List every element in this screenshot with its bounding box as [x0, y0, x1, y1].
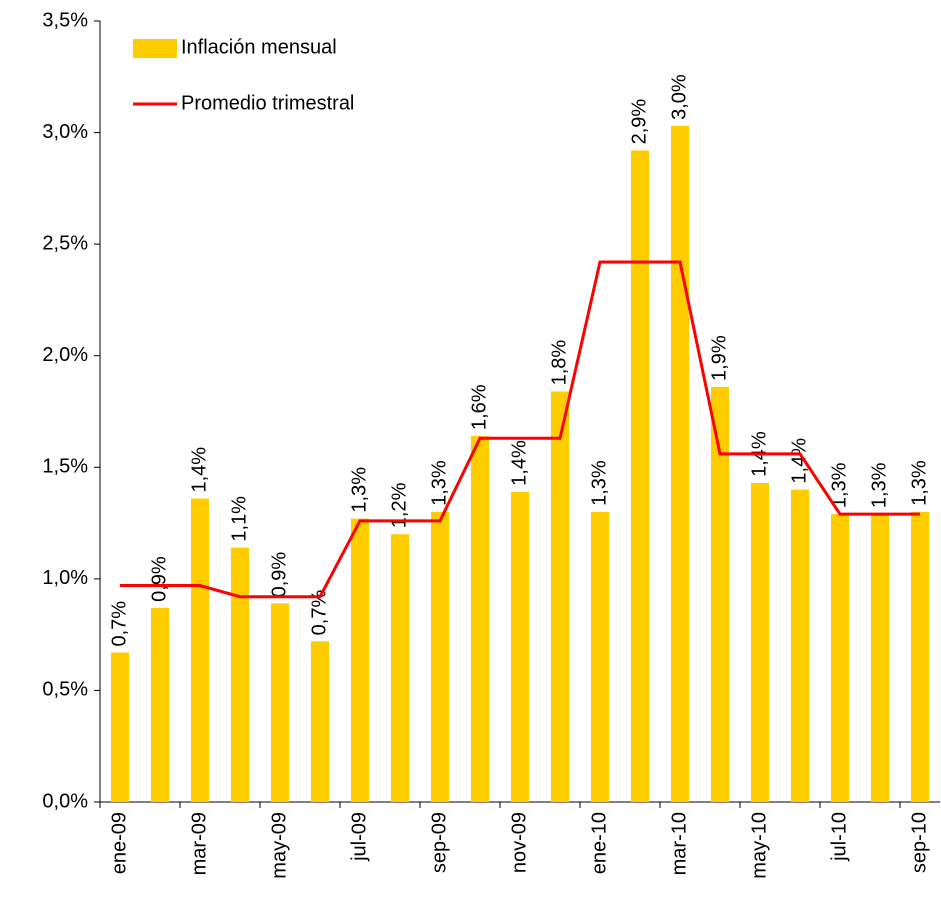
x-tick-label: sep-09	[428, 812, 450, 873]
x-tick-label: ene-10	[588, 812, 610, 874]
y-tick-label: 0,5%	[42, 679, 88, 701]
bar	[831, 514, 849, 802]
bar	[751, 482, 769, 802]
data-label: 1,4%	[508, 440, 530, 486]
bar	[511, 491, 529, 802]
data-label: 1,1%	[228, 496, 250, 542]
bar	[191, 498, 209, 802]
data-label: 0,7%	[108, 601, 130, 647]
y-tick-label: 2,0%	[42, 344, 88, 366]
bar	[471, 436, 489, 802]
x-tick-label: ene-09	[108, 812, 130, 874]
data-label: 1,3%	[908, 460, 930, 506]
data-label: 1,3%	[828, 462, 850, 508]
x-tick-label: jul-09	[348, 812, 370, 862]
data-label: 2,9%	[628, 99, 650, 145]
bar	[791, 489, 809, 802]
data-label: 1,4%	[788, 438, 810, 484]
y-tick-label: 1,5%	[42, 456, 88, 478]
y-tick-label: 0,0%	[42, 790, 88, 812]
bar	[231, 547, 249, 802]
y-tick-label: 2,5%	[42, 232, 88, 254]
data-label: 1,9%	[708, 335, 730, 381]
data-label: 3,0%	[668, 74, 690, 120]
data-label: 1,4%	[188, 447, 210, 493]
x-tick-label: nov-09	[508, 812, 530, 873]
bar	[671, 125, 689, 803]
bar	[871, 514, 889, 802]
bar	[591, 511, 609, 802]
bar	[911, 511, 929, 802]
legend-label: Promedio trimestral	[181, 92, 354, 114]
bar	[351, 518, 369, 802]
data-label: 1,6%	[468, 384, 490, 430]
data-label: 0,9%	[148, 556, 170, 602]
line	[120, 260, 920, 599]
legend-swatch	[133, 39, 177, 58]
x-tick-label: may-10	[748, 812, 770, 879]
bar	[711, 386, 729, 802]
bar	[151, 607, 169, 802]
data-label: 1,2%	[388, 482, 410, 528]
bar	[391, 534, 409, 802]
y-tick-label: 3,0%	[42, 121, 88, 143]
y-tick-label: 3,5%	[42, 9, 88, 31]
data-label: 1,3%	[868, 462, 890, 508]
bar	[311, 641, 329, 802]
x-tick-label: mar-10	[668, 812, 690, 875]
data-label: 1,3%	[428, 460, 450, 506]
data-label: 1,3%	[348, 467, 370, 513]
x-tick-label: sep-10	[908, 812, 930, 873]
y-tick-label: 1,0%	[42, 567, 88, 589]
bar	[551, 391, 569, 802]
bar	[111, 652, 129, 802]
data-label: 0,9%	[268, 552, 290, 598]
bar	[271, 603, 289, 802]
x-tick-label: jul-10	[828, 812, 850, 862]
data-label: 1,8%	[548, 340, 570, 386]
x-tick-label: may-09	[268, 812, 290, 879]
bar	[431, 511, 449, 802]
bar	[631, 150, 649, 802]
x-tick-label: mar-09	[188, 812, 210, 875]
legend-label: Inflación mensual	[181, 36, 337, 58]
data-label: 0,7%	[308, 590, 330, 636]
data-label: 1,3%	[588, 460, 610, 506]
